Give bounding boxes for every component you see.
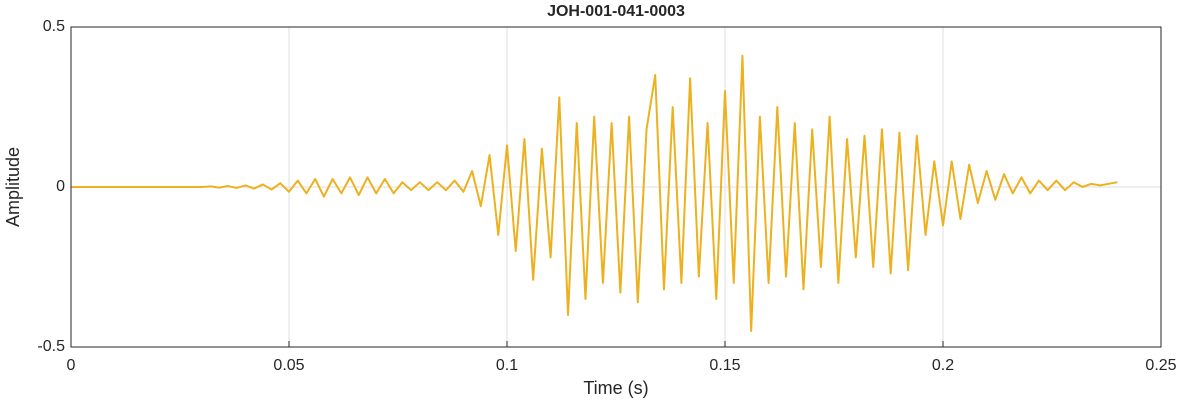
y-tick-label: -0.5 <box>37 338 65 355</box>
x-tick-label: 0 <box>67 357 76 374</box>
y-axis-label: Amplitude <box>3 147 23 227</box>
y-tick-label: 0 <box>56 178 65 195</box>
x-tick-label: 0.2 <box>932 357 954 374</box>
x-tick-label: 0.25 <box>1145 357 1176 374</box>
plot-frame <box>70 26 1162 348</box>
x-tick-label: 0.15 <box>709 357 740 374</box>
y-tick-label: 0.5 <box>43 18 65 35</box>
x-tick-label: 0.1 <box>496 357 518 374</box>
waveform-line <box>71 54 1118 332</box>
chart-title: JOH-001-041-0003 <box>547 3 685 20</box>
x-tick-label: 0.05 <box>273 357 304 374</box>
x-axis-label: Time (s) <box>583 378 648 398</box>
